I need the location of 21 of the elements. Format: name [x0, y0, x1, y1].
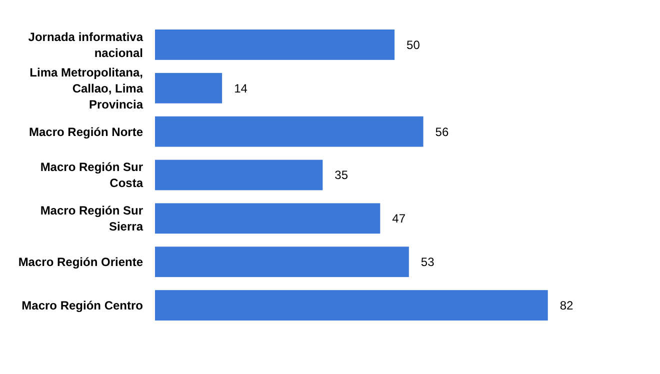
bar	[155, 72, 222, 104]
y-tick-label: Macro Región Sur Sierra	[40, 204, 144, 234]
bar	[155, 290, 548, 320]
y-tick-label: Macro Región Oriente	[18, 255, 144, 270]
bar	[155, 246, 409, 278]
data-label: 47	[392, 212, 406, 226]
bar	[155, 160, 323, 190]
y-tick-label: Jornada informativa nacional	[28, 30, 144, 60]
data-label: 50	[406, 38, 420, 52]
y-tick-label: Lima Metropolitana, Callao, Lima Provincia	[30, 65, 144, 112]
data-label: 56	[435, 124, 449, 139]
data-label: 53	[420, 255, 435, 270]
bar	[155, 30, 395, 60]
y-tick-label: Macro Región Centro	[22, 298, 143, 312]
data-label: 82	[560, 298, 574, 312]
data-label: 35	[334, 168, 348, 182]
y-tick-label: Macro Región Sur Costa	[40, 160, 144, 190]
data-label: 14	[234, 81, 248, 96]
bar	[155, 116, 424, 147]
bar	[155, 203, 380, 234]
y-tick-label: Macro Región Norte	[28, 124, 144, 139]
